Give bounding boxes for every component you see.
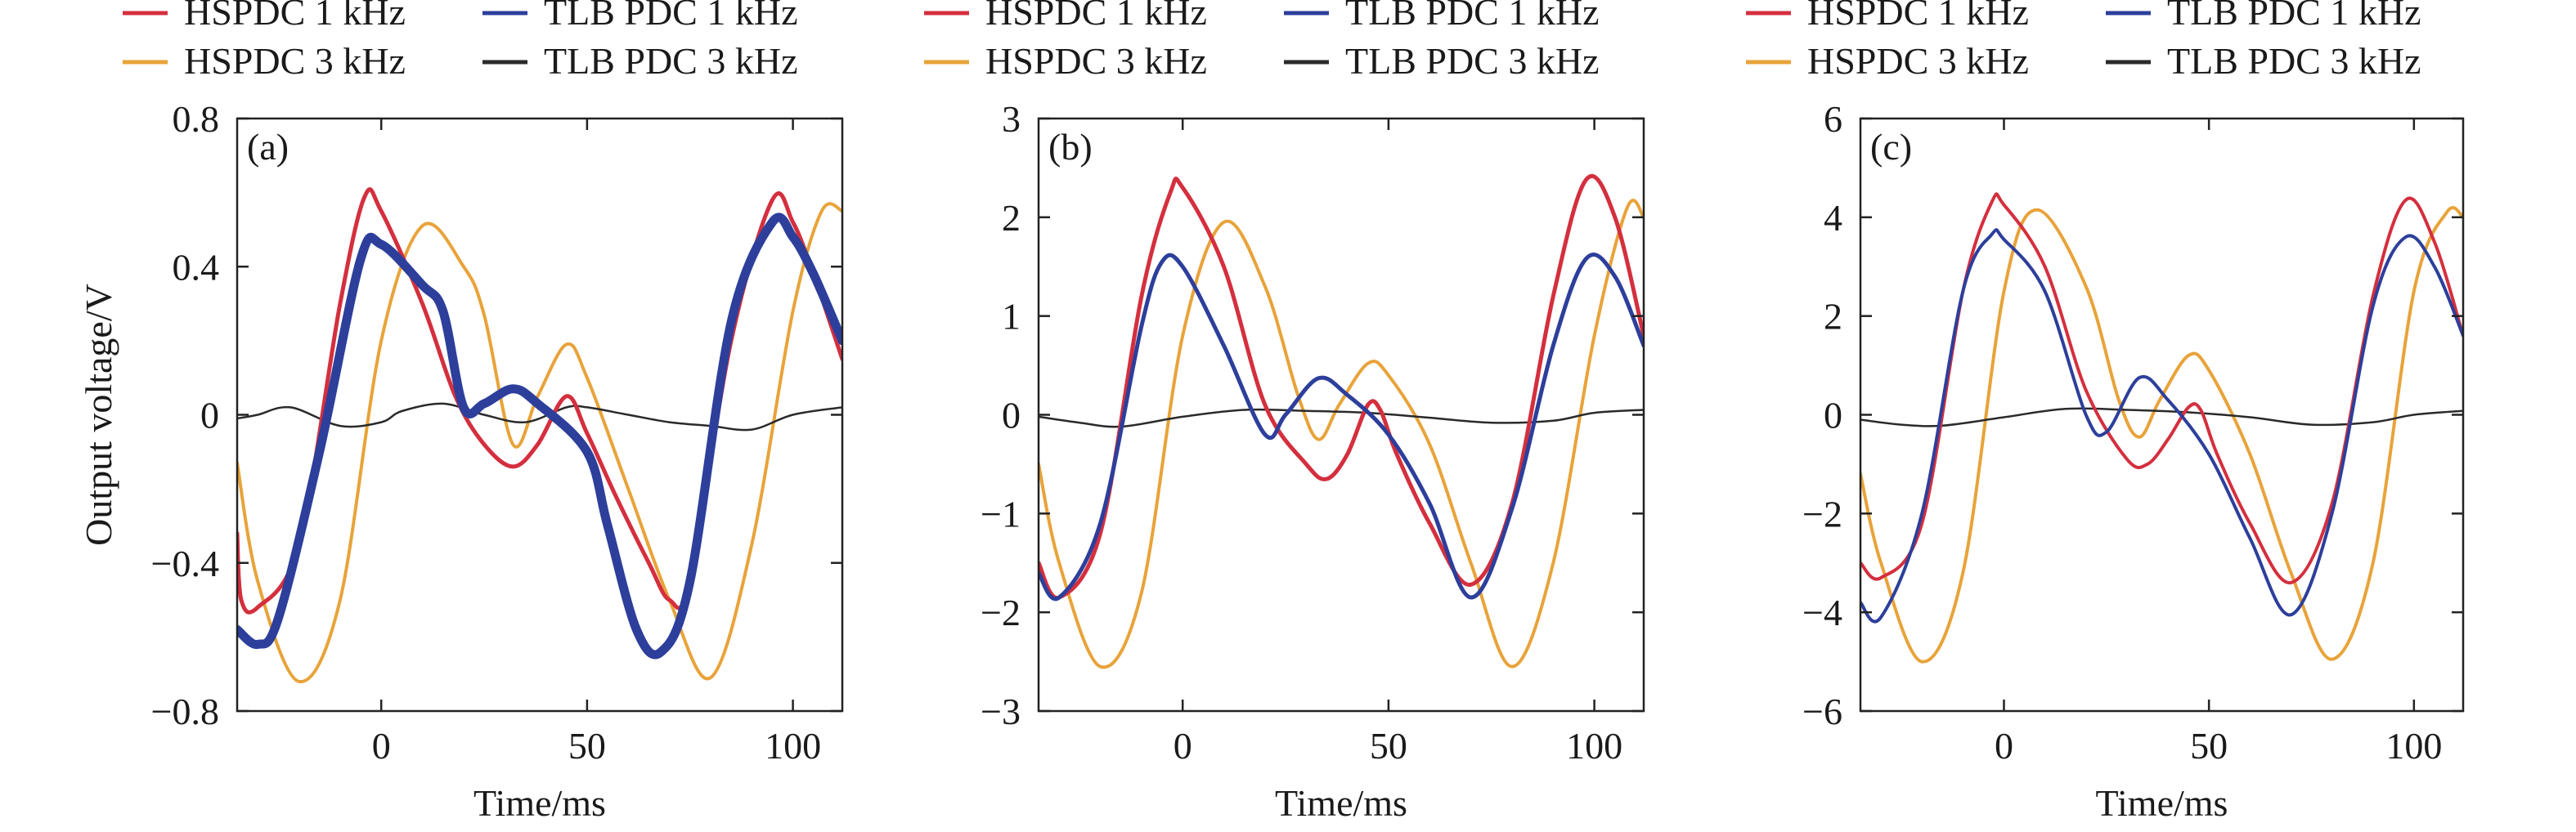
x-tick-label: 50 — [568, 725, 606, 767]
series-line-hspdc-3k — [1039, 199, 1644, 669]
series-line-hspdc-1k — [1039, 174, 1644, 600]
x-tick-label: 50 — [1370, 725, 1407, 767]
y-tick-label: 1 — [1002, 296, 1021, 338]
y-tick-label: 0 — [1002, 395, 1021, 436]
y-tick-label: −0.4 — [151, 543, 219, 584]
legend: HSPDC 1 kHz TLB PDC 1 kHz HSPDC 3 kHz TLB P… — [123, 0, 798, 82]
legend-entry-label: HSPDC 1 kHz — [184, 0, 406, 33]
series-group — [237, 187, 842, 683]
legend-entry-label: HSPDC 1 kHz — [1807, 0, 2029, 33]
x-tick-label: 100 — [1566, 725, 1622, 767]
series-line-tlb-1k — [1860, 228, 2463, 624]
y-tick-label: 0 — [1824, 395, 1842, 436]
series-group — [1039, 174, 1644, 669]
x-tick-label: 0 — [1995, 725, 2013, 767]
y-tick-label: −3 — [981, 691, 1021, 732]
y-tick-label: 3 — [1002, 98, 1021, 140]
y-tick-label: −1 — [981, 493, 1021, 535]
panel-label: (c) — [1870, 126, 1912, 168]
legend-entry-label: HSPDC 3 kHz — [985, 40, 1207, 82]
chart-panel-3: 0 50 100 −6 −4 −2 0 2 4 6 (c) Time/ms HSPDC 1 kHz TLB… — [1746, 0, 2465, 824]
plot-frame — [1037, 117, 1645, 713]
legend-entry-label: TLB PDC 3 kHz — [1345, 40, 1600, 82]
legend: HSPDC 1 kHz TLB PDC 1 kHz HSPDC 3 kHz TLB P… — [1746, 0, 2421, 82]
y-tick-label: −2 — [1802, 493, 1842, 535]
series-line-tlb-3k — [1039, 408, 1644, 428]
series-line-tlb-1k — [237, 212, 842, 660]
y-tick-label: 6 — [1824, 98, 1842, 140]
series-line-tlb-1k — [1039, 253, 1644, 602]
legend-entry-label: TLB PDC 1 kHz — [1345, 0, 1600, 33]
y-tick-label: −4 — [1802, 592, 1842, 633]
x-axis-title: Time/ms — [1275, 782, 1407, 824]
y-tick-label: −6 — [1802, 691, 1842, 732]
y-tick-label: 2 — [1824, 296, 1842, 338]
y-tick-label: 0.8 — [173, 98, 220, 140]
y-axis-title: Output voltage/V — [78, 284, 119, 546]
x-tick-label: 100 — [765, 725, 821, 767]
series-line-tlb-3k — [1860, 407, 2463, 427]
x-tick-label: 50 — [2190, 725, 2228, 767]
y-tick-label: 2 — [1002, 197, 1021, 239]
panel-label: (b) — [1048, 126, 1093, 168]
x-axis-title: Time/ms — [2096, 782, 2228, 824]
x-tick-label: 0 — [1174, 725, 1192, 767]
series-group — [1860, 192, 2463, 664]
y-tick-label: −2 — [981, 592, 1021, 633]
panel-label: (a) — [247, 126, 289, 168]
series-line-hspdc-3k — [1860, 206, 2463, 664]
y-tick-label: 0.4 — [173, 246, 220, 288]
series-line-hspdc-1k — [1860, 192, 2463, 584]
chart-panel-1: 0 50 100 −0.8 −0.4 0 0.4 0.8 (a) Time/ms Output vo… — [78, 0, 844, 824]
legend-entry-label: TLB PDC 3 kHz — [2167, 40, 2421, 82]
x-tick-label: 0 — [372, 725, 391, 767]
legend-entry-label: HSPDC 3 kHz — [184, 40, 406, 82]
legend: HSPDC 1 kHz TLB PDC 1 kHz HSPDC 3 kHz TLB P… — [924, 0, 1600, 82]
y-tick-label: −0.8 — [151, 691, 219, 732]
legend-entry-label: HSPDC 3 kHz — [1807, 40, 2029, 82]
y-tick-label: 0 — [200, 395, 219, 436]
x-tick-label: 100 — [2385, 725, 2442, 767]
legend-entry-label: TLB PDC 3 kHz — [544, 40, 798, 82]
chart-panel-2: 0 50 100 −3 −2 −1 0 1 2 3 (b) Time/ms HSPDC 1 kHz TLB… — [924, 0, 1645, 824]
y-tick-label: 4 — [1824, 197, 1842, 239]
x-axis-title: Time/ms — [473, 782, 606, 824]
legend-entry-label: HSPDC 1 kHz — [985, 0, 1207, 33]
legend-entry-label: TLB PDC 1 kHz — [2167, 0, 2421, 33]
legend-entry-label: TLB PDC 1 kHz — [544, 0, 798, 33]
